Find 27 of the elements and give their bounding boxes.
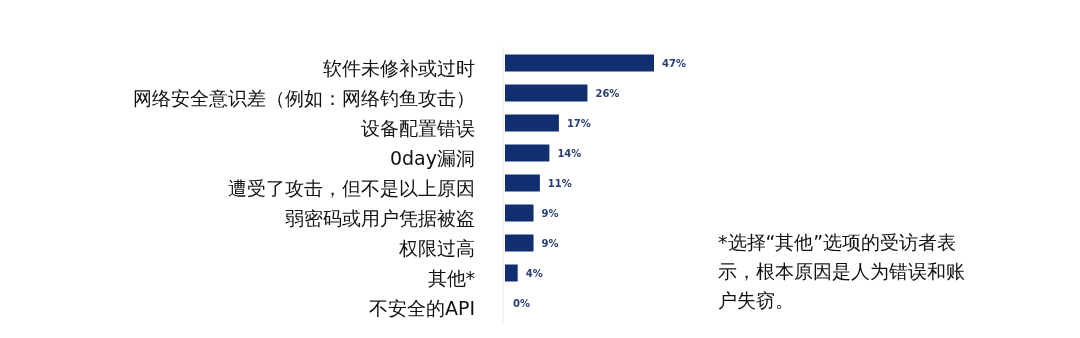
y-tick-label: 不安全的API [368, 297, 475, 319]
data-label: 9% [541, 238, 559, 249]
y-tick-label: 0day漏洞 [389, 147, 475, 169]
data-label: 47% [662, 58, 686, 69]
bar [505, 264, 518, 282]
bar [505, 114, 559, 132]
y-tick-label: 其他* [427, 267, 475, 289]
bar [505, 144, 550, 162]
y-tick-label: 遭受了攻击，但不是以上原因 [228, 177, 475, 199]
data-label: 14% [557, 148, 582, 159]
data-label: 9% [541, 208, 559, 219]
y-tick-label: 弱密码或用户凭据被盗 [285, 207, 475, 229]
text: *选择“其他”选项的受访者表示，根本原因是人为错误和账户失窃。 [718, 230, 966, 313]
y-tick-label: 设备配置错误 [361, 117, 475, 139]
y-tick-label: 网络安全意识差（例如：网络钓鱼攻击） [133, 87, 475, 109]
data-label: 4% [525, 268, 543, 279]
bar [505, 84, 588, 102]
bar [505, 54, 654, 72]
bar [505, 204, 534, 222]
y-tick-label: 权限过高 [398, 237, 475, 259]
data-label: 0% [513, 298, 530, 309]
y-tick-label: 软件未修补或过时 [323, 57, 475, 79]
data-label: 17% [566, 118, 591, 129]
bar [505, 234, 534, 252]
data-label: 11% [547, 178, 572, 189]
data-label: 26% [595, 88, 620, 99]
bar [505, 174, 540, 192]
